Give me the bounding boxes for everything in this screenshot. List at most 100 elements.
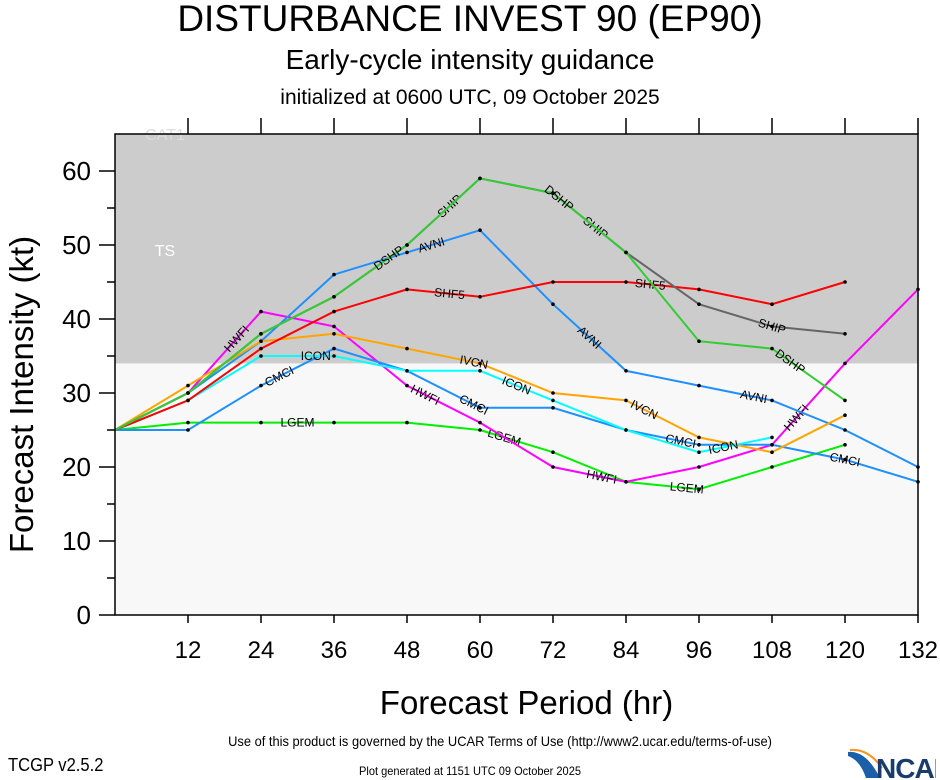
series-label: SHF5 bbox=[634, 276, 666, 293]
data-point bbox=[259, 332, 263, 336]
data-point bbox=[770, 443, 774, 447]
data-point bbox=[259, 339, 263, 344]
data-point bbox=[405, 369, 409, 373]
series-label: CMCI bbox=[664, 431, 697, 451]
data-point bbox=[259, 354, 263, 358]
data-point bbox=[770, 324, 774, 329]
series-label: AVNI bbox=[739, 387, 768, 406]
x-tick-label: 84 bbox=[613, 637, 640, 664]
x-tick-label: 24 bbox=[248, 637, 275, 664]
data-point bbox=[405, 250, 409, 255]
series-label: ICON bbox=[707, 437, 739, 457]
data-point bbox=[770, 465, 774, 469]
series-label: HWFI bbox=[585, 467, 618, 487]
data-point bbox=[624, 480, 628, 484]
data-point bbox=[624, 250, 628, 255]
x-tick-label: 132 bbox=[898, 637, 938, 664]
data-point bbox=[843, 361, 847, 366]
data-point bbox=[770, 435, 774, 440]
data-point bbox=[405, 420, 409, 425]
x-tick-label: 12 bbox=[175, 637, 202, 664]
series-line-icon bbox=[114, 355, 773, 454]
data-point bbox=[405, 346, 409, 351]
data-point bbox=[551, 450, 555, 455]
data-point bbox=[843, 280, 847, 284]
plot-frame bbox=[114, 133, 919, 616]
data-point bbox=[697, 443, 701, 447]
data-point bbox=[478, 420, 482, 425]
x-tick-label: 48 bbox=[394, 637, 421, 664]
data-point bbox=[259, 420, 263, 425]
data-point bbox=[843, 428, 847, 432]
band-label-cat1: CAT1 bbox=[145, 127, 185, 144]
data-point bbox=[332, 346, 336, 351]
data-point bbox=[843, 443, 847, 447]
data-point bbox=[551, 406, 555, 410]
series-line-hwfi bbox=[114, 288, 919, 483]
data-point bbox=[332, 332, 336, 336]
band-label-ts: TS bbox=[155, 243, 175, 260]
data-point bbox=[332, 309, 336, 314]
data-point bbox=[332, 295, 336, 299]
data-point bbox=[478, 176, 482, 181]
data-point bbox=[770, 302, 774, 307]
x-tick-label: 108 bbox=[752, 637, 792, 664]
data-point bbox=[697, 465, 701, 469]
series-shf5: SHF5 SHF5 bbox=[114, 276, 847, 431]
x-tick-label: 60 bbox=[467, 637, 494, 664]
data-point bbox=[478, 295, 482, 299]
series-label: LGEM bbox=[280, 416, 314, 430]
data-point bbox=[843, 413, 847, 418]
data-point bbox=[624, 428, 628, 432]
data-point bbox=[259, 346, 263, 351]
y-tick-label: 30 bbox=[62, 378, 91, 408]
x-tick-label: 120 bbox=[825, 637, 865, 664]
data-point bbox=[697, 339, 701, 344]
data-point bbox=[551, 191, 555, 195]
data-point bbox=[332, 272, 336, 277]
series-label: ICON bbox=[301, 349, 331, 363]
data-point bbox=[405, 383, 409, 388]
y-tick-label: 40 bbox=[62, 304, 91, 334]
x-tick-label: 96 bbox=[686, 637, 713, 664]
init-time: initialized at 0600 UTC, 09 October 2025 bbox=[280, 86, 660, 109]
data-point bbox=[332, 420, 336, 425]
y-tick-label: 20 bbox=[62, 452, 91, 482]
data-point bbox=[551, 391, 555, 395]
data-point bbox=[405, 287, 409, 292]
chart-subtitle: Early-cycle intensity guidance bbox=[285, 44, 655, 75]
y-tick-label: 60 bbox=[62, 156, 91, 186]
y-axis-label: Forecast Intensity (kt) bbox=[3, 236, 40, 553]
data-point bbox=[843, 457, 847, 462]
data-point bbox=[551, 302, 555, 307]
data-point bbox=[551, 465, 555, 469]
data-point bbox=[551, 398, 555, 403]
data-point bbox=[332, 354, 336, 358]
y-tick-label: 0 bbox=[77, 600, 91, 630]
data-point bbox=[259, 383, 263, 388]
data-point bbox=[697, 287, 701, 292]
data-point bbox=[478, 406, 482, 410]
data-point bbox=[770, 450, 774, 455]
data-point bbox=[770, 398, 774, 403]
data-point bbox=[697, 435, 701, 440]
version-label: TCGP v2.5.2 bbox=[8, 755, 104, 775]
y-tick-label: 50 bbox=[62, 230, 91, 260]
data-point bbox=[332, 324, 336, 329]
data-point bbox=[405, 243, 409, 247]
data-point bbox=[186, 383, 190, 388]
data-point bbox=[478, 361, 482, 366]
data-point bbox=[478, 228, 482, 232]
ncar-logo: NCAR bbox=[848, 748, 936, 780]
data-point bbox=[697, 487, 701, 492]
data-point bbox=[259, 309, 263, 314]
svg-text:NCAR: NCAR bbox=[876, 753, 936, 780]
series-label: IVCN bbox=[458, 352, 489, 371]
y-tick-label: 10 bbox=[62, 526, 91, 556]
x-axis-label: Forecast Period (hr) bbox=[380, 684, 673, 721]
data-point bbox=[770, 346, 774, 351]
data-point bbox=[478, 428, 482, 432]
data-point bbox=[478, 369, 482, 373]
